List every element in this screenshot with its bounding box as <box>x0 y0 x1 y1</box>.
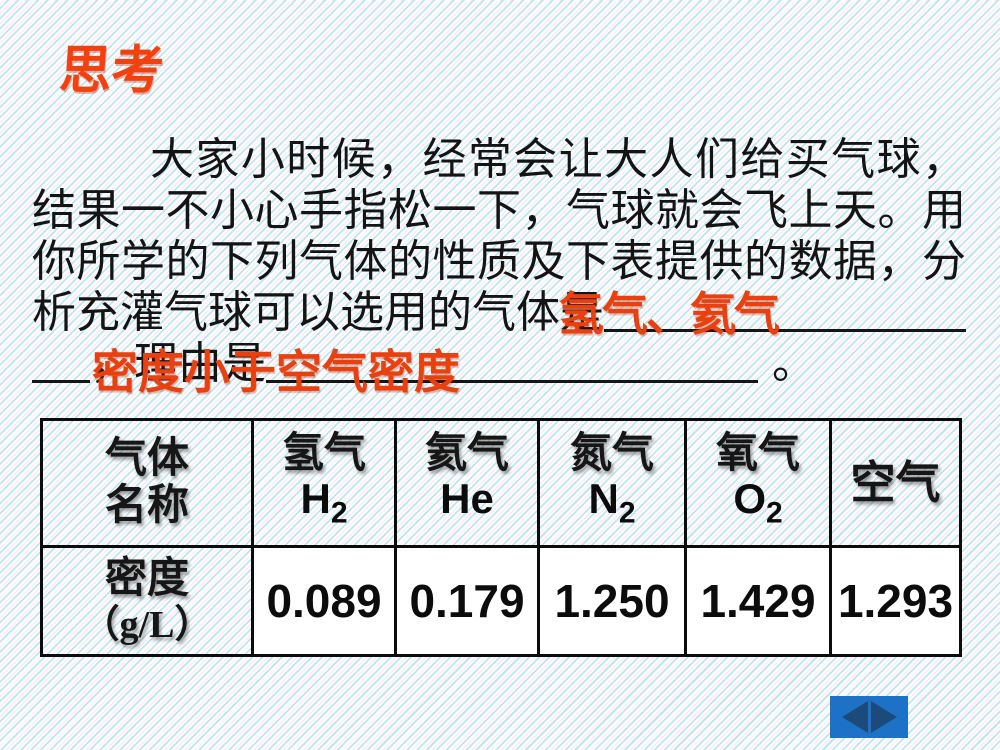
slide-title: 思考 <box>57 42 166 100</box>
density-value-nitrogen: 1.250 <box>537 545 687 657</box>
previous-slide-arrow-icon[interactable] <box>841 701 868 733</box>
density-label-line1: 密度 <box>104 555 189 602</box>
paragraph-line-2: 结果一不小心手指松一下，气球就会飞上天。用 <box>32 186 966 235</box>
formula-subscript: 2 <box>618 496 636 530</box>
next-slide-arrow-icon[interactable] <box>870 701 897 733</box>
header-cell-hydrogen: 氢气 H2 <box>251 418 397 548</box>
density-value-hydrogen: 0.089 <box>251 545 397 657</box>
hydrogen-label: 氢气 <box>281 431 366 478</box>
oxygen-label: 氧气 <box>715 431 800 478</box>
paragraph-line-4: 析充灌气球可以选用的气体是 <box>32 287 966 338</box>
formula-subscript: 2 <box>765 496 783 530</box>
header-cell-helium: 氦气 He <box>394 418 540 548</box>
slide-navigation[interactable] <box>830 696 908 738</box>
question-paragraph: 大家小时候，经常会让大人们给买气球， 结果一不小心手指松一下，气球就会飞上天。用… <box>32 134 966 389</box>
nitrogen-label: 氮气 <box>569 431 654 478</box>
gas-name-label-line2: 名称 <box>104 483 189 529</box>
nitrogen-formula: N2 <box>540 478 684 534</box>
density-label-cell: 密度 （g/L） <box>40 545 254 657</box>
header-cell-air: 空气 <box>829 418 962 548</box>
header-cell-oxygen: 氧气 O2 <box>684 418 832 548</box>
line-4-text: 析充灌气球可以选用的气体是 <box>32 288 604 337</box>
air-label: 空气 <box>850 457 941 508</box>
table-header-row: 气体 名称 氢气 H2 氦气 He 氮气 N2 氧气 O2 空气 <box>40 418 962 548</box>
formula-main: H <box>300 475 331 523</box>
hydrogen-formula: H2 <box>254 478 394 534</box>
gas-name-label-line1: 气体 <box>104 436 189 482</box>
helium-formula: He <box>397 478 537 534</box>
formula-subscript: 2 <box>330 496 348 530</box>
formula-main: N <box>588 475 619 523</box>
line-5-text: ，理由是 <box>90 339 266 388</box>
oxygen-formula: O2 <box>687 478 829 534</box>
header-cell-gas-name: 气体 名称 <box>40 418 254 548</box>
paragraph-line-1: 大家小时候，经常会让大人们给买气球， <box>150 135 966 184</box>
answer-blank-1-continuation <box>32 380 90 383</box>
density-unit-label: （g/L） <box>81 603 213 646</box>
answer-text-gases: 氢气、氦气 <box>558 288 780 340</box>
header-cell-nitrogen: 氮气 N2 <box>537 418 687 548</box>
formula-main: O <box>733 475 766 523</box>
answer-text-reason: 密度小于空气密度 <box>92 346 460 398</box>
density-value-oxygen: 1.429 <box>684 545 832 657</box>
answer-blank-2 <box>266 380 758 383</box>
sentence-period: 。 <box>772 339 816 388</box>
helium-label: 氦气 <box>424 431 509 478</box>
density-value-air: 1.293 <box>829 545 962 657</box>
gas-density-table: 气体 名称 氢气 H2 氦气 He 氮气 N2 氧气 O2 空气 <box>40 418 962 657</box>
formula-main: He <box>440 475 494 523</box>
answer-blank-1 <box>604 329 966 332</box>
paragraph-line-3: 你所学的下列气体的性质及下表提供的数据，分 <box>32 237 966 286</box>
paragraph-line-5: ，理由是 。 <box>32 338 966 389</box>
table-density-row: 密度 （g/L） 0.089 0.179 1.250 1.429 1.293 <box>40 545 962 657</box>
density-value-helium: 0.179 <box>394 545 540 657</box>
